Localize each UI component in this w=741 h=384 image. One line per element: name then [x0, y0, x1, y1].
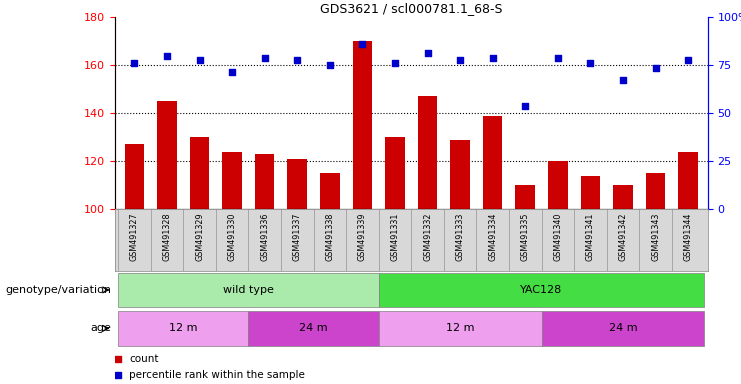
Text: GSM491341: GSM491341	[586, 212, 595, 261]
Text: GSM491340: GSM491340	[554, 212, 562, 261]
Text: GSM491338: GSM491338	[325, 212, 334, 261]
Text: GSM491328: GSM491328	[162, 212, 171, 261]
Text: 24 m: 24 m	[608, 323, 637, 333]
Bar	[451, 140, 470, 209]
Bar	[248, 311, 379, 346]
Bar	[614, 185, 633, 209]
Bar	[418, 96, 437, 209]
Text: GSM491337: GSM491337	[293, 212, 302, 261]
Bar	[288, 159, 307, 209]
Text: GSM491342: GSM491342	[619, 212, 628, 261]
Text: GSM491331: GSM491331	[391, 212, 399, 261]
Point	[193, 58, 205, 64]
Bar	[483, 116, 502, 209]
Text: GSM491336: GSM491336	[260, 212, 269, 261]
Point	[487, 55, 499, 61]
Point	[617, 77, 629, 83]
Bar	[190, 137, 209, 209]
Bar	[124, 144, 144, 209]
Point	[389, 60, 401, 66]
Point	[226, 70, 238, 76]
Bar	[385, 137, 405, 209]
Text: genotype/variation: genotype/variation	[5, 285, 111, 295]
Text: GSM491344: GSM491344	[684, 212, 693, 261]
Bar	[353, 41, 372, 209]
Point	[585, 60, 597, 66]
Bar	[255, 154, 274, 209]
Text: GSM491343: GSM491343	[651, 212, 660, 261]
Point	[422, 50, 433, 56]
Text: GSM491332: GSM491332	[423, 212, 432, 261]
Text: GSM491339: GSM491339	[358, 212, 367, 261]
Text: YAC128: YAC128	[520, 285, 562, 295]
Bar	[118, 273, 379, 307]
Text: GSM491330: GSM491330	[227, 212, 236, 261]
Bar	[157, 101, 177, 209]
Text: GSM491334: GSM491334	[488, 212, 497, 261]
Point	[519, 103, 531, 109]
Point	[259, 55, 270, 61]
Point	[454, 58, 466, 64]
Bar	[548, 161, 568, 209]
Bar	[379, 311, 542, 346]
Text: percentile rank within the sample: percentile rank within the sample	[129, 370, 305, 381]
Point	[161, 53, 173, 59]
Point	[291, 58, 303, 64]
Point	[650, 65, 662, 71]
Text: GSM491329: GSM491329	[195, 212, 204, 261]
Text: 12 m: 12 m	[169, 323, 198, 333]
Text: wild type: wild type	[223, 285, 274, 295]
Text: GSM491335: GSM491335	[521, 212, 530, 261]
Title: GDS3621 / scl000781.1_68-S: GDS3621 / scl000781.1_68-S	[320, 2, 502, 15]
Bar	[516, 185, 535, 209]
Bar	[581, 176, 600, 209]
Text: 24 m: 24 m	[299, 323, 328, 333]
Point	[356, 41, 368, 47]
Bar	[222, 152, 242, 209]
Text: count: count	[129, 354, 159, 364]
Bar	[379, 273, 705, 307]
Point	[682, 58, 694, 64]
Point	[113, 356, 124, 362]
Text: GSM491327: GSM491327	[130, 212, 139, 261]
Bar	[320, 173, 339, 209]
Point	[552, 55, 564, 61]
Point	[128, 60, 140, 66]
Text: GSM491333: GSM491333	[456, 212, 465, 261]
Text: age: age	[90, 323, 111, 333]
Bar	[678, 152, 698, 209]
Point	[113, 372, 124, 379]
Bar	[645, 173, 665, 209]
Bar	[118, 311, 248, 346]
Text: 12 m: 12 m	[446, 323, 474, 333]
Point	[324, 62, 336, 68]
Bar	[542, 311, 705, 346]
